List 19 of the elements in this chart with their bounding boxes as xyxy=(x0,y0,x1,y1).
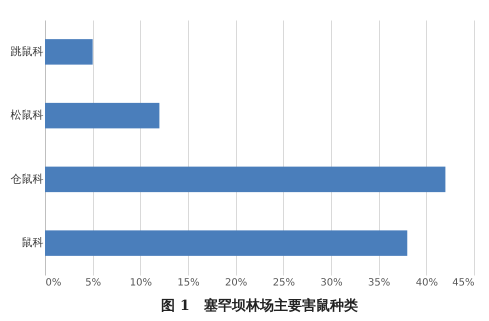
bar xyxy=(45,39,93,65)
x-tick-label: 40% xyxy=(416,278,438,288)
x-tick-label: 0% xyxy=(46,278,62,288)
y-tick-label: 鼠科 xyxy=(22,236,44,250)
x-tick-label: 35% xyxy=(368,278,390,288)
x-tick-label: 30% xyxy=(320,278,343,288)
y-tick-label: 跳鼠科 xyxy=(10,44,44,58)
x-tick-label: 15% xyxy=(177,278,200,288)
x-tick-label: 10% xyxy=(130,278,152,288)
x-tick-label: 25% xyxy=(272,278,295,288)
y-tick-label: 仓鼠科 xyxy=(10,172,44,186)
bar xyxy=(45,102,160,128)
x-tick-label: 45% xyxy=(452,278,474,288)
x-tick-label: 5% xyxy=(85,278,102,288)
x-tick-label: 20% xyxy=(225,278,248,288)
y-tick-label: 松鼠科 xyxy=(10,108,44,122)
bar xyxy=(45,230,408,256)
text: 图 1 塞罕坝林场主要害鼠种类 xyxy=(161,297,358,314)
bar xyxy=(45,166,446,192)
